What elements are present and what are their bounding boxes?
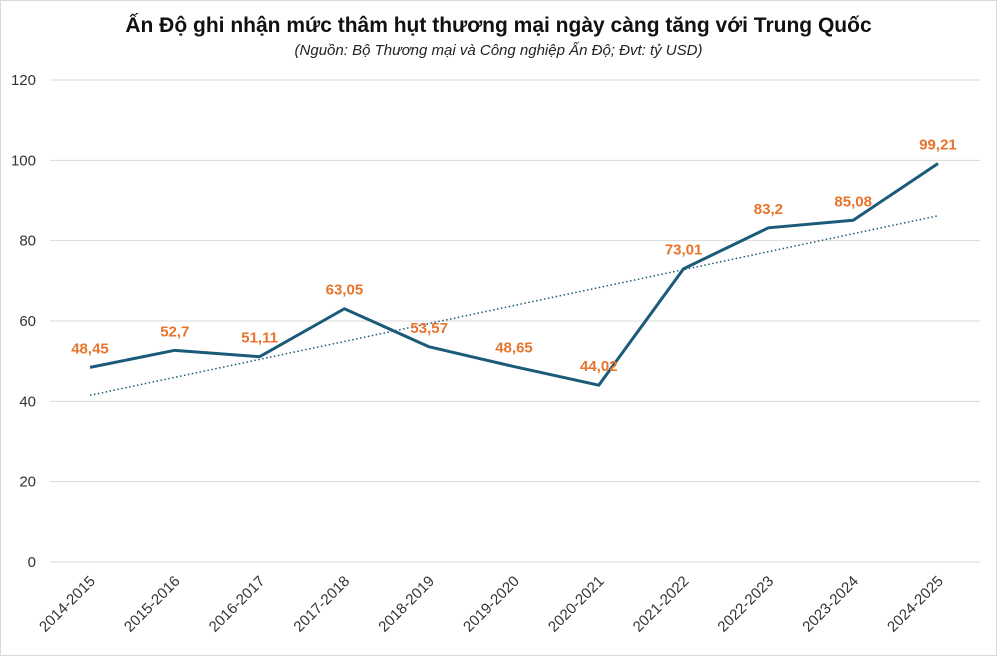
chart-title: Ấn Độ ghi nhận mức thâm hụt thương mại n… xyxy=(125,14,872,37)
data-label: 73,01 xyxy=(665,242,703,259)
data-label: 53,57 xyxy=(410,320,448,337)
x-tick-label: 2022-2023 xyxy=(714,573,777,636)
x-tick-label: 2015-2016 xyxy=(121,573,184,636)
data-label: 52,7 xyxy=(160,323,189,340)
y-tick-label: 60 xyxy=(19,313,36,330)
y-tick-label: 20 xyxy=(19,474,36,491)
chart-subtitle: (Nguồn: Bộ Thương mại và Công nghiệp Ấn … xyxy=(294,42,703,59)
data-label: 48,65 xyxy=(495,340,533,357)
x-tick-label: 2024-2025 xyxy=(884,573,947,636)
y-tick-label: 40 xyxy=(19,393,36,410)
x-tick-label: 2018-2019 xyxy=(375,573,438,636)
x-tick-label: 2017-2018 xyxy=(290,573,353,636)
y-tick-label: 100 xyxy=(11,152,36,169)
data-label: 99,21 xyxy=(919,137,957,154)
data-label: 83,2 xyxy=(754,201,783,218)
y-tick-label: 80 xyxy=(19,233,36,250)
x-tick-label: 2021-2022 xyxy=(630,573,693,636)
x-tick-label: 2019-2020 xyxy=(460,573,523,636)
y-tick-label: 0 xyxy=(28,554,36,571)
data-label: 48,45 xyxy=(71,340,109,357)
data-label: 85,08 xyxy=(834,193,872,210)
x-tick-label: 2020-2021 xyxy=(545,573,608,636)
x-tick-label: 2014-2015 xyxy=(36,573,99,636)
x-tick-label: 2023-2024 xyxy=(799,573,862,636)
y-tick-label: 120 xyxy=(11,72,36,89)
data-label: 44,02 xyxy=(580,358,618,375)
trendline xyxy=(89,215,939,397)
data-label: 63,05 xyxy=(326,282,364,299)
data-label: 51,11 xyxy=(241,330,278,347)
series-line xyxy=(89,162,939,387)
x-tick-label: 2016-2017 xyxy=(206,573,269,636)
